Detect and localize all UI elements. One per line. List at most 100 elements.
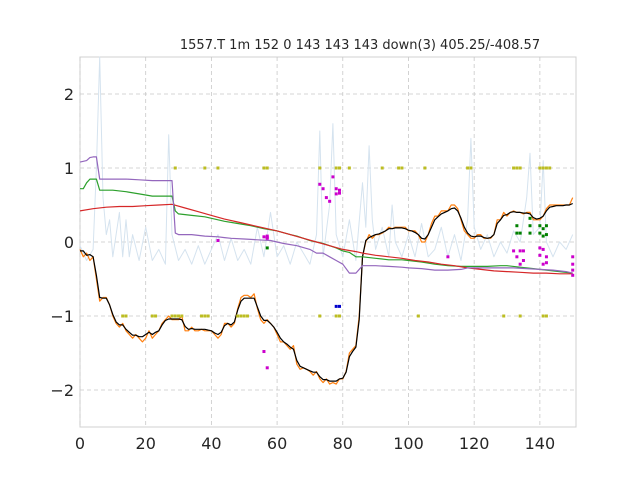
y-tick-label: −1 bbox=[50, 307, 74, 326]
chart-title: 1557.T 1m 152 0 143 143 143 down(3) 405.… bbox=[180, 38, 540, 53]
marker-point bbox=[518, 231, 522, 235]
marker-point bbox=[173, 314, 177, 318]
x-tick-label: 120 bbox=[459, 434, 490, 453]
marker-point bbox=[515, 255, 519, 259]
marker-point bbox=[521, 249, 525, 253]
y-axis-ticks: 2 1 0 −1 −2 bbox=[50, 85, 74, 400]
marker-point bbox=[538, 253, 542, 257]
marker-point bbox=[318, 182, 322, 186]
marker-point bbox=[337, 191, 341, 195]
marker-point bbox=[518, 166, 522, 170]
marker-point bbox=[538, 224, 542, 228]
marker-point bbox=[328, 199, 332, 203]
marker-point bbox=[242, 314, 246, 318]
marker-point bbox=[416, 314, 420, 318]
marker-point bbox=[318, 166, 322, 170]
marker-point bbox=[538, 231, 542, 235]
marker-point bbox=[262, 350, 266, 354]
marker-point bbox=[571, 273, 575, 277]
series-line-2 bbox=[80, 202, 573, 382]
x-tick-label: 40 bbox=[201, 434, 221, 453]
marker-point bbox=[324, 196, 328, 200]
marker-point bbox=[262, 235, 266, 239]
marker-point bbox=[512, 166, 516, 170]
marker-point bbox=[203, 166, 207, 170]
marker-point bbox=[400, 166, 404, 170]
marker-point bbox=[180, 314, 184, 318]
marker-point bbox=[541, 247, 545, 251]
x-tick-label: 140 bbox=[525, 434, 556, 453]
series-line-4 bbox=[79, 203, 573, 275]
marker-point bbox=[515, 231, 519, 235]
marker-point bbox=[337, 166, 341, 170]
marker-point bbox=[544, 314, 548, 318]
marker-point bbox=[170, 314, 174, 318]
marker-point bbox=[528, 224, 532, 228]
marker-point bbox=[265, 246, 269, 250]
marker-point bbox=[206, 314, 210, 318]
marker-point bbox=[337, 304, 341, 308]
series-layer bbox=[79, 56, 574, 385]
marker-point bbox=[203, 314, 207, 318]
marker-point bbox=[331, 175, 335, 179]
marker-point bbox=[544, 233, 548, 237]
marker-point bbox=[528, 216, 532, 220]
marker-point bbox=[334, 187, 338, 191]
marker-point bbox=[239, 314, 243, 318]
marker-point bbox=[512, 249, 516, 253]
marker-point bbox=[469, 166, 473, 170]
marker-point bbox=[518, 262, 522, 266]
marker-point bbox=[150, 314, 154, 318]
x-tick-label: 80 bbox=[333, 434, 353, 453]
marker-point bbox=[265, 236, 269, 240]
marker-point bbox=[571, 262, 575, 266]
marker-point bbox=[216, 166, 220, 170]
marker-point bbox=[541, 262, 545, 266]
marker-point bbox=[265, 166, 269, 170]
marker-point bbox=[262, 166, 266, 170]
marker-point bbox=[423, 166, 427, 170]
marker-point bbox=[515, 224, 519, 228]
marker-point bbox=[541, 234, 545, 238]
marker-point bbox=[236, 314, 240, 318]
marker-point bbox=[334, 314, 338, 318]
marker-point bbox=[121, 314, 125, 318]
marker-point bbox=[446, 255, 450, 259]
marker-point bbox=[538, 246, 542, 250]
marker-point bbox=[154, 314, 158, 318]
marker-point bbox=[173, 166, 177, 170]
marker-point bbox=[347, 166, 351, 170]
marker-point bbox=[571, 268, 575, 272]
marker-point bbox=[541, 227, 545, 231]
marker-point bbox=[216, 239, 220, 243]
marker-point bbox=[548, 166, 552, 170]
marker-point bbox=[334, 166, 338, 170]
marker-point bbox=[334, 304, 338, 308]
x-axis-ticks: 0 20 40 60 80 100 120 140 bbox=[75, 434, 555, 453]
marker-point bbox=[518, 314, 522, 318]
marker-point bbox=[265, 366, 269, 370]
marker-point bbox=[380, 166, 384, 170]
marker-point bbox=[200, 314, 204, 318]
marker-point bbox=[515, 166, 519, 170]
y-tick-label: −2 bbox=[50, 381, 74, 400]
marker-point bbox=[538, 166, 542, 170]
marker-point bbox=[544, 261, 548, 265]
x-tick-label: 100 bbox=[393, 434, 424, 453]
marker-point bbox=[544, 166, 548, 170]
marker-point bbox=[571, 255, 575, 259]
marker-point bbox=[397, 166, 401, 170]
marker-point bbox=[124, 314, 128, 318]
marker-point bbox=[521, 259, 525, 262]
marker-point bbox=[337, 314, 341, 318]
marker-point bbox=[337, 188, 341, 192]
marker-point bbox=[528, 231, 532, 235]
series-line-5 bbox=[79, 156, 573, 274]
marker-point bbox=[541, 166, 545, 170]
marker-point bbox=[541, 314, 545, 318]
x-tick-label: 0 bbox=[75, 434, 85, 453]
marker-point bbox=[318, 314, 322, 318]
x-tick-label: 60 bbox=[267, 434, 287, 453]
marker-layer bbox=[121, 166, 575, 370]
